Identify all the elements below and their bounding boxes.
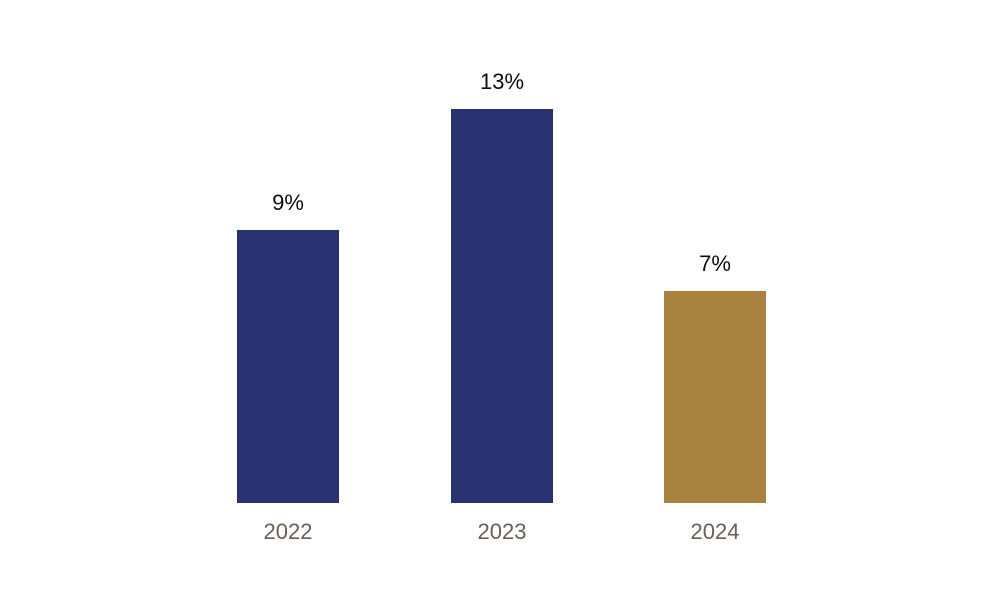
bar-group-2023: 13% 2023 bbox=[451, 69, 553, 545]
bar-value-label-2022: 9% bbox=[272, 190, 304, 215]
bar-value-label-2023: 13% bbox=[479, 69, 525, 94]
bar-2024 bbox=[664, 291, 766, 503]
bar-value-label-2024: 7% bbox=[699, 251, 731, 276]
x-axis-label-2022: 2022 bbox=[263, 519, 313, 544]
bar-2022 bbox=[237, 230, 339, 503]
x-axis-label-2024: 2024 bbox=[690, 519, 740, 544]
x-axis-label-2023: 2023 bbox=[477, 519, 527, 544]
bar-2023 bbox=[451, 109, 553, 503]
bar-group-2024: 7% 2024 bbox=[664, 251, 766, 545]
bar-group-2022: 9% 2022 bbox=[237, 190, 339, 545]
